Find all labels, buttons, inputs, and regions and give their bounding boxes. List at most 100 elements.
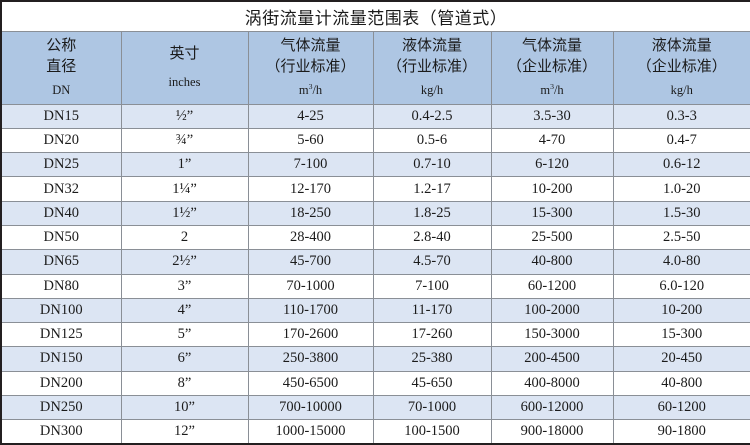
cell-liquid-flow-enterprise: 10-200 [612,297,750,324]
cell-gas-flow-industry: 700-10000 [247,394,374,421]
unit-suffix: /h [553,82,564,97]
cell-liquid-flow-enterprise: 1.0-20 [612,176,750,202]
cell-nominal-diameter: DN32 [0,176,122,202]
table-row: DN100 4” 110-1700 11-170 100-2000 10-200 [0,297,750,324]
cell-liquid-flow-enterprise: 60-1200 [612,394,750,421]
cell-nominal-diameter: DN300 [0,419,122,445]
header-line-2: （行业标准） [386,59,477,76]
cell-gas-flow-industry: 12-170 [247,176,374,202]
cell-liquid-flow-industry: 25-380 [372,346,492,372]
cell-gas-flow-industry: 250-3800 [247,346,374,372]
unit-superscript: 3 [308,81,313,91]
cell-gas-flow-enterprise: 6-120 [490,152,614,178]
cell-inches: 2 [120,224,249,251]
cell-nominal-diameter: DN40 [0,200,122,226]
header-unit: DN [52,82,71,97]
cell-inches: ½” [120,103,249,129]
cell-gas-flow-industry: 18-250 [247,200,374,226]
cell-gas-flow-enterprise: 10-200 [490,176,614,202]
cell-inches: 1” [120,152,249,178]
table-row: DN300 12” 1000-15000 100-1500 900-18000 90-18… [0,419,750,445]
header-cell-liquid-flow-industry: 液体流量 （行业标准） kg/h [372,30,492,105]
cell-liquid-flow-industry: 0.7-10 [372,152,492,178]
cell-inches: 3” [120,273,249,299]
cell-liquid-flow-enterprise: 15-300 [612,322,750,348]
cell-liquid-flow-enterprise: 20-450 [612,346,750,372]
cell-nominal-diameter: DN50 [0,224,122,251]
cell-gas-flow-industry: 170-2600 [247,322,374,348]
cell-gas-flow-industry: 28-400 [247,224,374,251]
table-row: DN32 1¼” 12-170 1.2-17 10-200 1.0-20 [0,176,750,202]
header-cell-gas-flow-industry: 气体流量 （行业标准） m3/h [247,30,374,105]
table-row: DN80 3” 70-1000 7-100 60-1200 6.0-120 [0,273,750,299]
cell-liquid-flow-industry: 11-170 [372,297,492,324]
table-row: DN125 5” 170-2600 17-260 150-3000 15-300 [0,322,750,348]
cell-gas-flow-enterprise: 3.5-30 [490,103,614,129]
cell-nominal-diameter: DN80 [0,273,122,299]
cell-gas-flow-industry: 4-25 [247,103,374,129]
cell-nominal-diameter: DN250 [0,394,122,421]
cell-liquid-flow-industry: 100-1500 [372,419,492,445]
unit-superscript: 3 [550,81,554,91]
header-row: 公称 直径 DN 英寸 inches 气体流量 （行业标准） m3/h 液体流量… [0,30,750,105]
cell-liquid-flow-industry: 7-100 [372,273,492,299]
cell-nominal-diameter: DN20 [0,127,122,154]
cell-inches: 10” [120,394,249,421]
header-unit: kg/h [420,82,444,97]
header-line-2: （行业标准） [265,59,356,76]
header-line-1: 液体流量 [401,38,462,55]
cell-liquid-flow-enterprise: 4.0-80 [612,249,750,275]
cell-liquid-flow-industry: 2.8-40 [372,224,492,251]
cell-liquid-flow-enterprise: 6.0-120 [612,273,750,299]
cell-nominal-diameter: DN15 [0,103,122,129]
cell-gas-flow-enterprise: 150-3000 [490,322,614,348]
cell-inches: 4” [120,297,249,324]
cell-liquid-flow-enterprise: 0.4-7 [612,127,750,154]
unit-suffix: /h [312,82,323,97]
cell-inches: 1½” [120,200,249,226]
page-title: 涡街流量计流量范围表（管道式） [1,1,750,32]
table-row: DN25 1” 7-100 0.7-10 6-120 0.6-12 [0,152,750,178]
cell-gas-flow-enterprise: 4-70 [490,127,614,154]
table-row: DN20 ¾” 5-60 0.5-6 4-70 0.4-7 [0,127,750,154]
cell-nominal-diameter: DN25 [0,152,122,178]
header-cell-inches: 英寸 inches [120,30,249,105]
title-row: 涡街流量计流量范围表（管道式） [1,1,750,32]
cell-gas-flow-enterprise: 60-1200 [490,273,614,299]
cell-nominal-diameter: DN200 [0,370,122,396]
cell-nominal-diameter: DN125 [0,322,122,348]
cell-nominal-diameter: DN100 [0,297,122,324]
cell-inches: 1¼” [120,176,249,202]
header-line-1: 气体流量 [280,38,341,55]
header-line-1: 公称 [46,38,77,55]
header-spacer [124,65,246,71]
table-row: DN40 1½” 18-250 1.8-25 15-300 1.5-30 [0,200,750,226]
cell-gas-flow-enterprise: 400-8000 [490,370,614,396]
cell-nominal-diameter: DN65 [0,249,122,275]
cell-inches: 12” [120,419,249,445]
header-line-1: 英寸 [169,45,200,62]
header-unit: inches [168,75,201,89]
header-line-2: （企业标准） [636,59,727,76]
cell-gas-flow-enterprise: 900-18000 [490,419,614,445]
cell-inches: ¾” [120,127,249,154]
cell-gas-flow-enterprise: 600-12000 [490,394,614,421]
cell-gas-flow-industry: 7-100 [247,152,374,178]
cell-gas-flow-industry: 70-1000 [247,273,374,299]
cell-gas-flow-enterprise: 200-4500 [490,346,614,372]
cell-liquid-flow-industry: 45-650 [372,370,492,396]
cell-inches: 5” [120,322,249,348]
header-unit: m3/h [251,82,371,100]
cell-liquid-flow-industry: 0.5-6 [372,127,492,154]
table-row: DN150 6” 250-3800 25-380 200-4500 20-450 [0,346,750,372]
header-line-2: 直径 [46,59,77,76]
cell-liquid-flow-industry: 1.2-17 [372,176,492,202]
cell-gas-flow-enterprise: 100-2000 [490,297,614,324]
header-unit: m3/h [494,82,611,100]
table-row: DN250 10” 700-10000 70-1000 600-12000 60-1200 [0,394,750,421]
header-line-1: 液体流量 [651,38,712,55]
table-row: DN200 8” 450-6500 45-650 400-8000 40-800 [0,370,750,396]
